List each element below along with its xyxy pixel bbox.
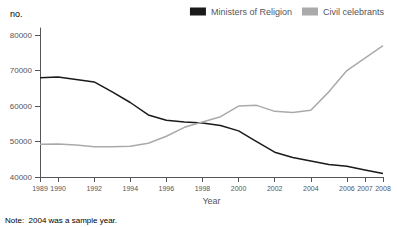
svg-text:80000: 80000 <box>10 31 33 40</box>
svg-text:1989: 1989 <box>32 185 48 192</box>
svg-text:70000: 70000 <box>10 66 33 75</box>
svg-text:1992: 1992 <box>86 185 102 192</box>
svg-text:2000: 2000 <box>231 185 247 192</box>
svg-text:2004: 2004 <box>303 185 319 192</box>
svg-text:60000: 60000 <box>10 102 33 111</box>
svg-text:2008: 2008 <box>375 185 391 192</box>
svg-text:2006: 2006 <box>339 185 355 192</box>
svg-text:Note: 2004 was a sample year.: Note: 2004 was a sample year. <box>5 216 117 225</box>
svg-text:40000: 40000 <box>10 173 33 182</box>
svg-text:Year: Year <box>202 196 220 206</box>
svg-text:no.: no. <box>10 9 23 19</box>
svg-text:2002: 2002 <box>267 185 283 192</box>
svg-text:1996: 1996 <box>159 185 175 192</box>
svg-text:50000: 50000 <box>10 137 33 146</box>
svg-text:1994: 1994 <box>122 185 138 192</box>
svg-text:1998: 1998 <box>195 185 211 192</box>
svg-text:2007: 2007 <box>357 185 373 192</box>
svg-text:Ministers of Religion: Ministers of Religion <box>211 7 292 17</box>
svg-text:1990: 1990 <box>50 185 66 192</box>
svg-text:Civil celebrants: Civil celebrants <box>323 7 385 17</box>
